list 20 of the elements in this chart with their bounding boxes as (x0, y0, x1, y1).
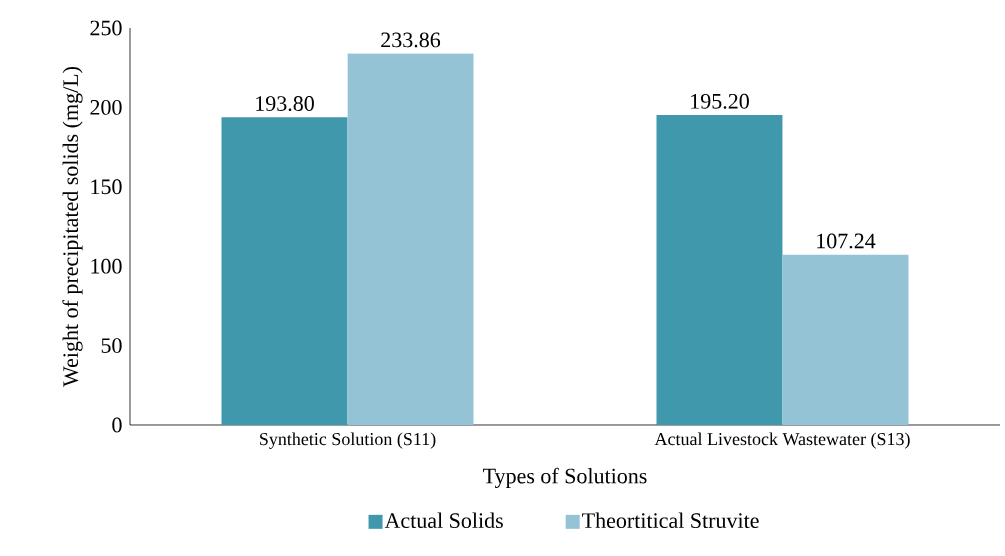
y-axis-title: Weight of precipitated solids (mg/L) (62, 67, 83, 387)
data-label: 233.86 (381, 32, 441, 48)
x-axis-title: Types of Solutions (483, 467, 647, 488)
y-tick-label: 50 (101, 338, 122, 354)
legend-label: Actual Solids (384, 512, 503, 529)
y-tick-label: 150 (91, 179, 122, 195)
bar (347, 53, 474, 425)
data-label: 107.24 (817, 233, 876, 249)
y-tick-label: 200 (90, 99, 122, 115)
x-tick-label: Synthetic Solution (S11) (260, 432, 436, 449)
bar (782, 254, 909, 425)
legend-label: Theortitical Struvite (582, 512, 759, 529)
y-tick-label: 100 (91, 258, 122, 274)
data-label: 195.20 (691, 93, 749, 109)
y-tick-label: 250 (90, 20, 122, 36)
x-tick-label: Actual Livestock Wastewater (S13) (654, 432, 910, 449)
bar (221, 117, 348, 425)
y-tick-label: 0 (112, 417, 122, 433)
bar (656, 115, 783, 425)
data-label: 193.80 (256, 96, 314, 112)
